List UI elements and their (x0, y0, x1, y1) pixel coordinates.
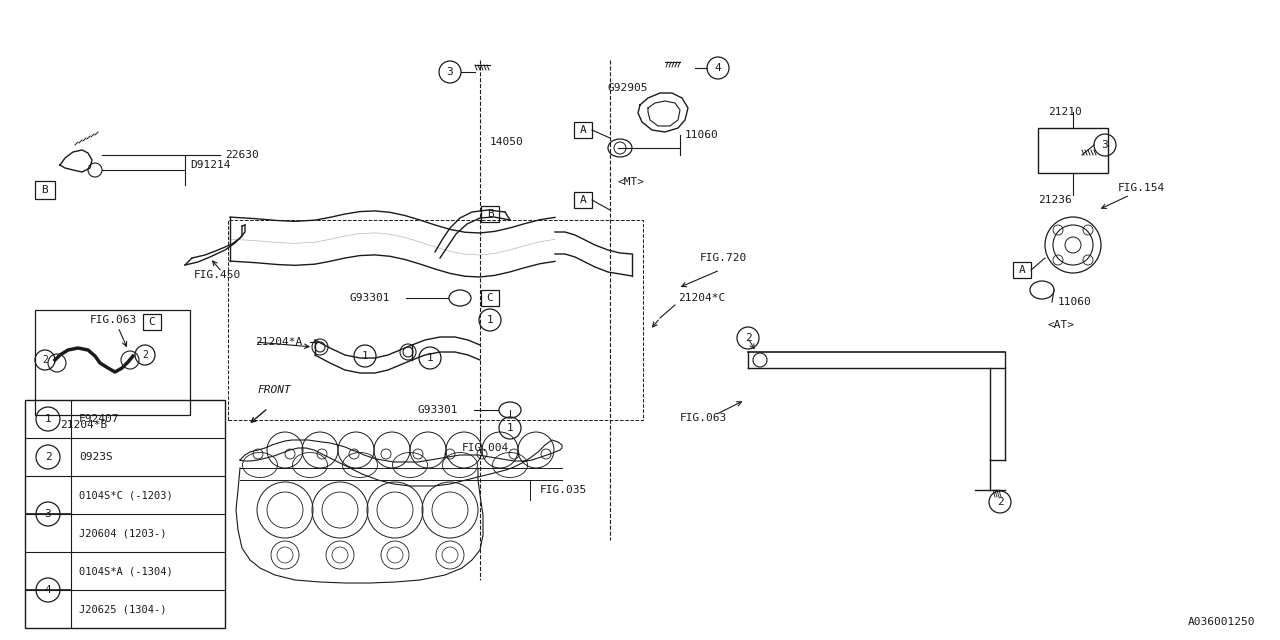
Text: 11060: 11060 (685, 130, 719, 140)
Text: B: B (42, 185, 49, 195)
Bar (26, 400, 225, 628)
Text: FIG.063: FIG.063 (90, 315, 137, 325)
Circle shape (312, 339, 328, 355)
Bar (481, 290, 499, 306)
Bar (481, 206, 499, 222)
Text: 2: 2 (142, 350, 148, 360)
Text: FIG.035: FIG.035 (540, 485, 588, 495)
Text: 3: 3 (447, 67, 453, 77)
Text: 21210: 21210 (1048, 107, 1082, 117)
Text: A: A (580, 125, 586, 135)
Text: B: B (486, 209, 493, 219)
Text: J20625 (1304-): J20625 (1304-) (79, 604, 166, 614)
Text: C: C (486, 293, 493, 303)
Bar (35, 181, 55, 199)
Circle shape (399, 344, 416, 360)
Text: FRONT: FRONT (259, 385, 292, 395)
Text: 0923S: 0923S (79, 452, 113, 462)
Text: 21204*B: 21204*B (60, 420, 108, 430)
Text: 2: 2 (997, 497, 1004, 507)
Bar (228, 220, 643, 420)
Bar (1012, 262, 1030, 278)
Text: 2: 2 (42, 355, 47, 365)
Text: FIG.450: FIG.450 (195, 270, 241, 280)
Text: 21204*C: 21204*C (678, 293, 726, 303)
Text: 1: 1 (45, 414, 51, 424)
Text: A: A (1019, 265, 1025, 275)
Text: <AT>: <AT> (1048, 320, 1075, 330)
Text: 0104S*C (-1203): 0104S*C (-1203) (79, 490, 173, 500)
Text: 4: 4 (45, 585, 51, 595)
Text: FIG.154: FIG.154 (1117, 183, 1165, 193)
Text: 1: 1 (426, 353, 434, 363)
Text: C: C (148, 317, 155, 327)
Text: 1: 1 (362, 351, 369, 361)
Bar (1038, 128, 1108, 173)
Text: A036001250: A036001250 (1188, 617, 1254, 627)
Text: 1: 1 (486, 315, 493, 325)
Text: FIG.720: FIG.720 (700, 253, 748, 263)
Text: 2: 2 (745, 333, 751, 343)
Text: 14050: 14050 (490, 137, 524, 147)
Text: 4: 4 (714, 63, 722, 73)
Text: G93301: G93301 (419, 405, 458, 415)
Text: 0104S*A (-1304): 0104S*A (-1304) (79, 566, 173, 576)
Bar (35, 310, 189, 415)
Text: J20604 (1203-): J20604 (1203-) (79, 528, 166, 538)
Text: 11060: 11060 (1059, 297, 1092, 307)
Bar (143, 314, 161, 330)
Text: G92905: G92905 (608, 83, 649, 93)
Bar (573, 192, 591, 208)
Text: 22630: 22630 (225, 150, 259, 160)
Text: 3: 3 (45, 509, 51, 519)
Text: G93301: G93301 (349, 293, 390, 303)
Text: FIG.063: FIG.063 (680, 413, 727, 423)
Text: 1: 1 (507, 423, 513, 433)
Text: 3: 3 (1102, 140, 1108, 150)
Text: A: A (580, 195, 586, 205)
Text: D91214: D91214 (189, 160, 230, 170)
Bar (573, 122, 591, 138)
Text: 21236: 21236 (1038, 195, 1071, 205)
Text: F92407: F92407 (79, 414, 119, 424)
Text: 21204*A: 21204*A (255, 337, 302, 347)
Text: 2: 2 (45, 452, 51, 462)
Text: FIG.004: FIG.004 (462, 443, 509, 453)
Text: <MT>: <MT> (618, 177, 645, 187)
